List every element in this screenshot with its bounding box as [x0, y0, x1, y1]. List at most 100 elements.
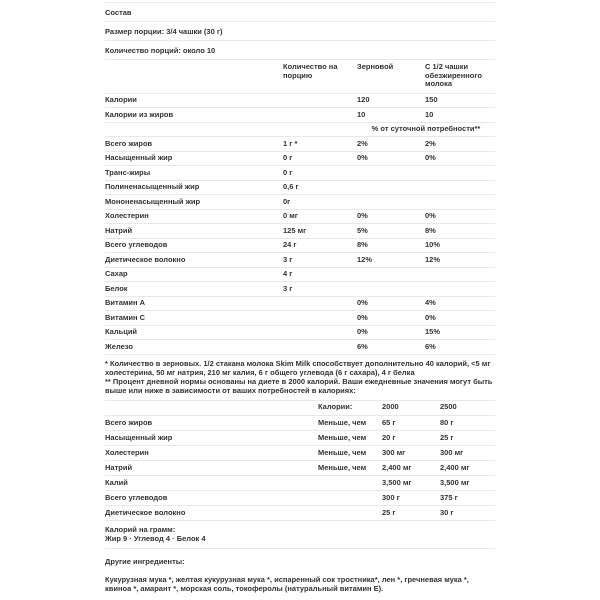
footnotes: * Количество в зерновых. 1/2 стакана мол… [105, 355, 495, 401]
value-2000: 20 г [382, 432, 396, 442]
amount-per-serving-value: 0 мг [283, 211, 298, 220]
amount-per-serving-value: 0 г [283, 153, 293, 162]
nutrient-label: Витамин C [105, 312, 146, 322]
nutrient-label: Насыщенный жир [105, 153, 173, 162]
daily-values-header-row: Калории: 2000 2500 [105, 401, 495, 416]
cereal-value: 0% [357, 312, 368, 322]
milk-value: 0% [425, 312, 436, 322]
nutrient-label: Калории [105, 95, 137, 104]
nutrient-label: Насыщенный жир [105, 432, 173, 442]
milk-value: 2% [425, 138, 436, 148]
cereal-value: 0% [357, 298, 368, 307]
table-row: Насыщенный жир 0 г 0% 0% [105, 152, 495, 166]
milk-value: 10 [425, 109, 434, 119]
less-than-qualifier: Меньше, чем [318, 432, 367, 442]
less-than-qualifier: Меньше, чем [318, 417, 367, 427]
daily-value-header-row: % от суточной потребности** [105, 123, 495, 137]
table-row: Всего жиров Меньше, чем 65 г 80 г [105, 416, 495, 431]
amount-per-serving-value: 1 г * [283, 138, 298, 148]
value-2500: 30 г [440, 508, 454, 518]
amount-per-serving-value: 0г [283, 196, 291, 206]
servings-count: Количество порций: около 10 [105, 41, 495, 60]
milk-value: 4% [425, 298, 436, 307]
nutrient-label: Всего углеводов [105, 240, 168, 249]
nutrition-info-content: Состав Размер порции: 3/4 чашки (30 г) К… [105, 2, 495, 600]
cereal-value: 8% [357, 240, 368, 249]
calories-per-gram: Калорий на грамм: Жир 9 · Углевод 4 · Бе… [105, 521, 495, 550]
amount-per-serving-value: 4 г [283, 269, 293, 278]
nutrient-label: Диетическое волокно [105, 254, 186, 264]
nutrient-label: Всего жиров [105, 417, 153, 427]
value-2500: 2,400 мг [440, 462, 470, 472]
table-row: Полиненасыщенный жир 0,6 г [105, 181, 495, 195]
value-2000: 65 г [382, 417, 396, 427]
amount-per-serving-value: 0 г [283, 167, 293, 177]
table-row: Железо 6% 6% [105, 340, 495, 355]
nutrient-label: Холестерин [105, 211, 149, 220]
value-2000: 300 г [382, 493, 400, 503]
value-2500: 300 мг [440, 447, 464, 457]
milk-value: 12% [425, 254, 441, 264]
amount-per-serving-value: 24 г [283, 240, 297, 249]
cereal-value: 2% [357, 138, 368, 148]
table-row: Натрий 125 мг 5% 8% [105, 224, 495, 239]
milk-value: 0% [425, 211, 436, 220]
value-2000: 300 мг [382, 447, 406, 457]
footnote-asterisk: * Количество в зерновых. 1/2 стакана мол… [105, 358, 491, 377]
milk-value: 10% [425, 240, 441, 249]
calories-per-gram-values: Жир 9 · Углевод 4 · Белок 4 [105, 534, 206, 544]
col-cereal: Зерновой [357, 62, 394, 71]
table-row: Сахар 4 г [105, 268, 495, 282]
milk-value: 0% [425, 153, 436, 162]
cereal-value: 12% [357, 254, 373, 264]
nutrient-label: Холестерин [105, 447, 149, 457]
nutrient-rows: Всего жиров 1 г * 2% 2% Насыщенный жир 0… [105, 137, 495, 355]
value-2000: 2,400 мг [382, 462, 412, 472]
cereal-value: 120 [357, 95, 370, 104]
calories-label: Калории: [318, 402, 353, 412]
other-ingredients-section: Другие ингредиенты: Кукурузная мука *, ж… [105, 557, 495, 600]
less-than-qualifier: Меньше, чем [318, 447, 367, 457]
less-than-qualifier: Меньше, чем [318, 462, 367, 472]
nutrient-label: Натрий [105, 225, 133, 235]
table-row: Кальций 0% 15% [105, 326, 495, 340]
milk-value: 8% [425, 225, 436, 235]
cereal-value: 0% [357, 327, 368, 336]
nutrient-label: Кальций [105, 327, 138, 336]
table-row: Всего углеводов 24 г 8% 10% [105, 239, 495, 253]
col-2000: 2000 [382, 402, 399, 412]
amount-per-serving-value: 0,6 г [283, 182, 299, 191]
nutrient-label: Калории из жиров [105, 109, 174, 119]
nutrient-label: Транс-жиры [105, 167, 151, 177]
table-row: Диетическое волокно 3 г 12% 12% [105, 253, 495, 268]
nutrient-label: Натрий [105, 462, 133, 472]
table-row: Всего жиров 1 г * 2% 2% [105, 137, 495, 152]
nutrient-label: Сахар [105, 269, 128, 278]
cereal-value: 0% [357, 211, 368, 220]
nutrient-label: Мононенасыщенный жир [105, 196, 201, 206]
ingredients-list: Кукурузная мука *, желтая кукурузная мук… [105, 574, 469, 594]
nutrient-label: Витамин A [105, 298, 146, 307]
value-2500: 25 г [440, 432, 454, 442]
table-row: Холестерин 0 мг 0% 0% [105, 210, 495, 224]
table-row: Насыщенный жир Меньше, чем 20 г 25 г [105, 431, 495, 446]
table-row: Витамин A 0% 4% [105, 297, 495, 311]
milk-value: 15% [425, 327, 441, 336]
cereal-value: 6% [357, 341, 368, 351]
table-row: Калий 3,500 мг 3,500 мг [105, 476, 495, 492]
col-skim-milk: С 1/2 чашки обезжиренного молока [425, 62, 482, 88]
amount-per-serving-value: 125 мг [283, 225, 307, 235]
nutrient-label: Полиненасыщенный жир [105, 182, 200, 191]
calorie-rows: Калории 120 150 Калории из жиров 10 10 [105, 94, 495, 123]
daily-values-rows: Всего жиров Меньше, чем 65 г 80 г Насыще… [105, 416, 495, 522]
nutrient-label: Железо [105, 341, 133, 351]
table-row: Холестерин Меньше, чем 300 мг 300 мг [105, 446, 495, 462]
col-2500: 2500 [440, 402, 457, 412]
value-2000: 3,500 мг [382, 477, 412, 487]
table-row: Мононенасыщенный жир 0г [105, 195, 495, 210]
table-row: Калории 120 150 [105, 94, 495, 108]
nutrient-label: Белок [105, 283, 128, 293]
table-row: Белок 3 г [105, 282, 495, 297]
table-row: Натрий Меньше, чем 2,400 мг 2,400 мг [105, 461, 495, 477]
